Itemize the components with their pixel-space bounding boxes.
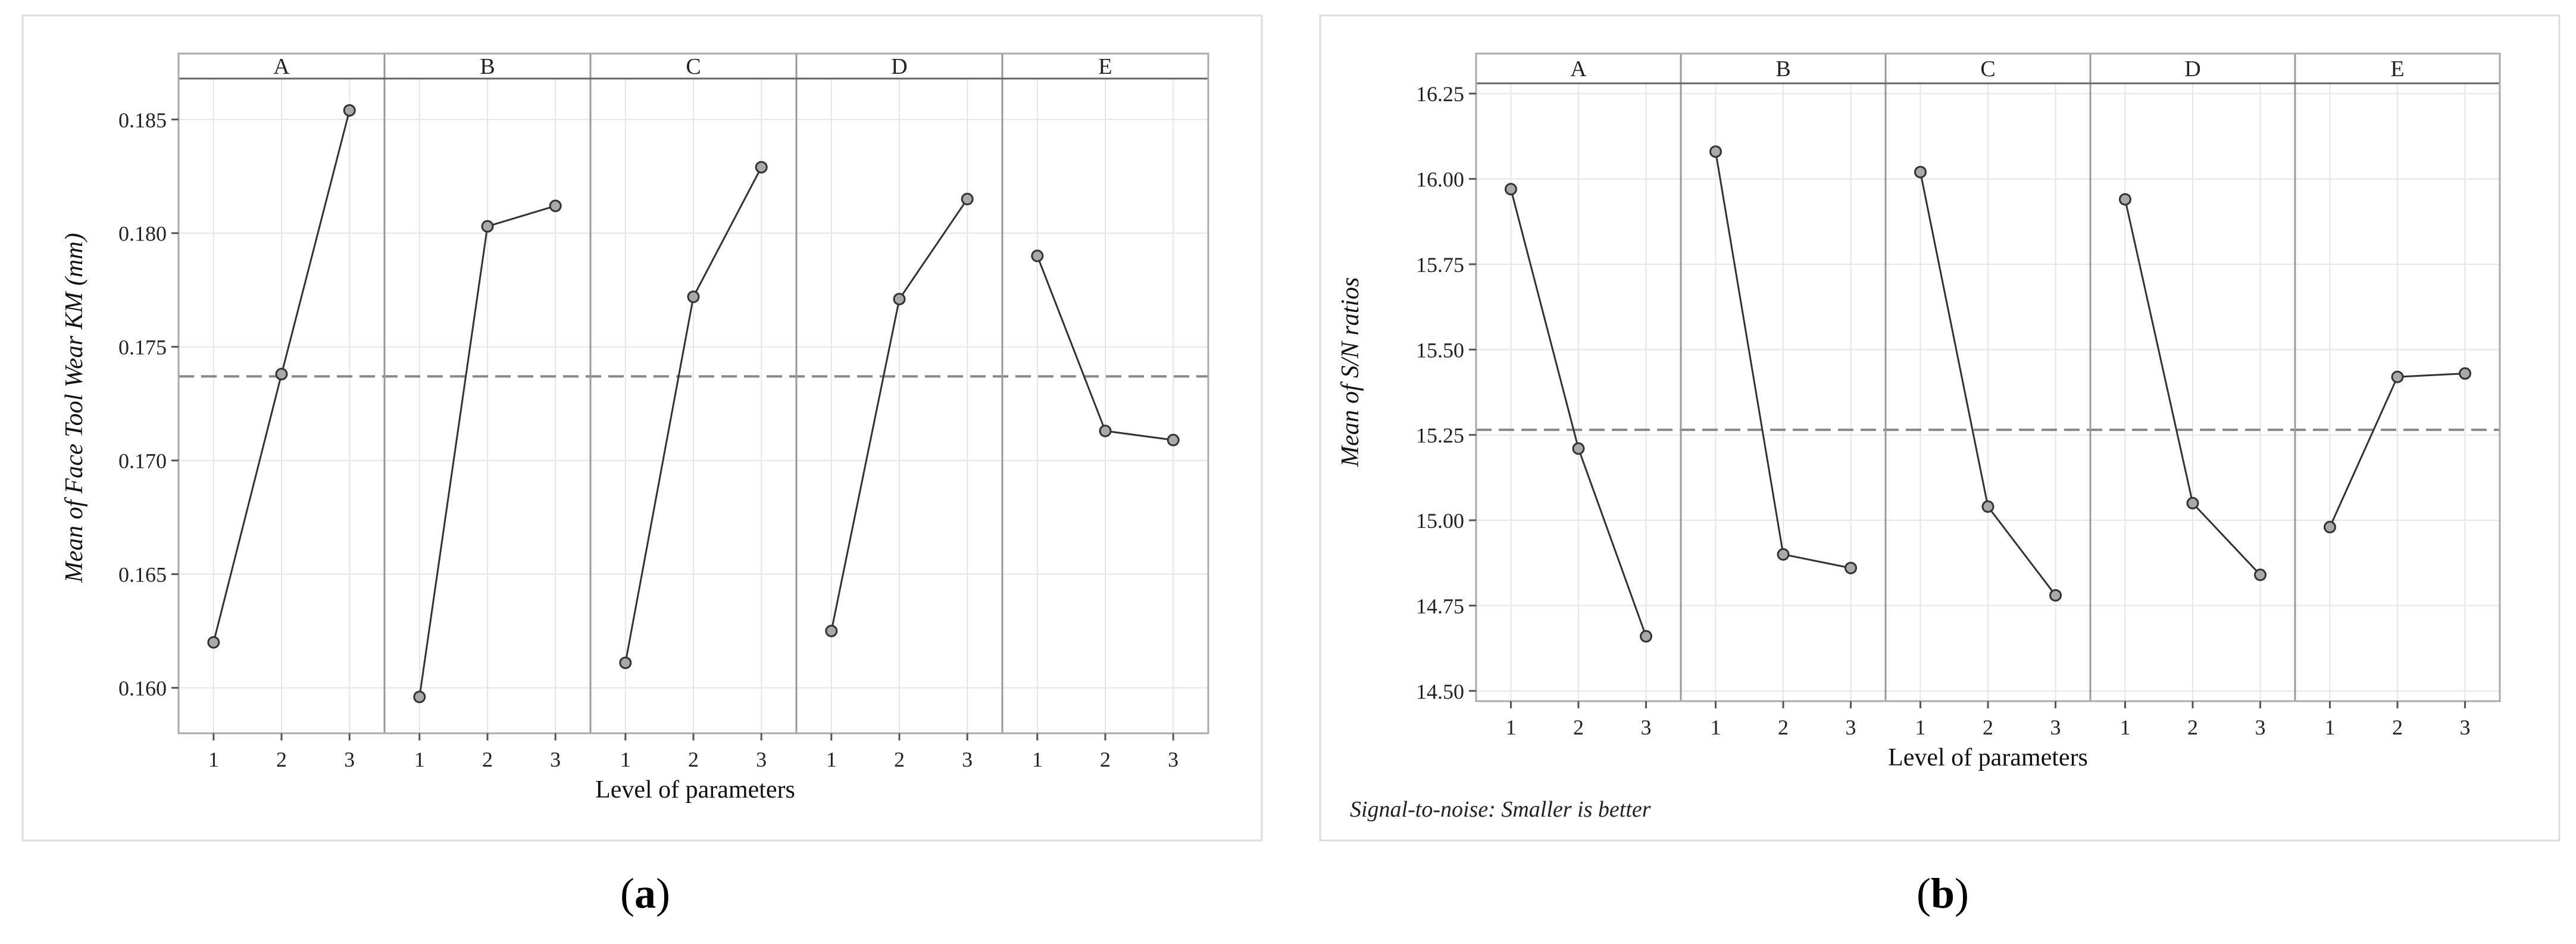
- chart-a-ylabel: Mean of Face Tool Wear KM (mm): [61, 233, 88, 583]
- chart-a-point-A-2: [275, 368, 288, 381]
- chart-a-point-A-3: [343, 104, 356, 117]
- chart-b-ytick-label-7: 16.25: [1416, 82, 1464, 106]
- chart-b-point-D-3: [2254, 568, 2267, 582]
- caption-b: (b): [1917, 870, 1969, 917]
- chart-a-point-C-2: [687, 290, 700, 304]
- chart-b-panel-label-E: E: [2390, 57, 2404, 82]
- chart-b-panel-label-C: C: [1980, 57, 1995, 82]
- chart-a-xtick-label-A-2: 2: [276, 748, 287, 771]
- chart-b-xtick-label-B-2: 2: [1778, 715, 1789, 739]
- chart-a-point-E-1: [1031, 249, 1044, 262]
- chart-b-point-E-2: [2391, 370, 2404, 383]
- chart-a-ytick-label-0: 0.160: [118, 677, 167, 701]
- caption-b-letter: b: [1931, 870, 1955, 917]
- chart-a-panel-label-E: E: [1098, 54, 1112, 79]
- chart-b-point-D-1: [2118, 193, 2131, 206]
- chart-a-panel-label-A: A: [273, 54, 290, 79]
- chart-b-xtick-label-E-1: 1: [2324, 715, 2335, 739]
- chart-a-point-D-2: [893, 292, 906, 305]
- chart-a-point-A-1: [207, 636, 220, 649]
- chart-b-panel-label-B: B: [1775, 57, 1790, 82]
- chart-a-ytick-label-1: 0.165: [118, 563, 167, 587]
- chart-b-ytick-label-0: 14.50: [1416, 680, 1464, 704]
- chart-b-ytick-label-2: 15.00: [1416, 509, 1464, 533]
- chart-a-xtick-label-D-3: 3: [962, 748, 973, 771]
- chart-a-xtick-label-C-1: 1: [620, 748, 631, 771]
- chart-a-point-C-3: [755, 161, 768, 174]
- chart-a-point-C-1: [619, 657, 632, 670]
- chart-a-panel-label-B: B: [480, 54, 495, 79]
- chart-a-panel-label-D: D: [891, 54, 907, 79]
- chart-b-xtick-label-D-3: 3: [2255, 715, 2266, 739]
- chart-a-point-B-1: [413, 690, 426, 704]
- chart-b-point-C-2: [1981, 500, 1994, 513]
- chart-a-point-B-3: [549, 199, 562, 212]
- chart-b-ytick-label-3: 15.25: [1416, 424, 1464, 448]
- chart-b-xtick-label-A-3: 3: [1641, 715, 1652, 739]
- chart-a-point-E-3: [1167, 433, 1180, 446]
- chart-b-xtick-label-C-2: 2: [1983, 715, 1993, 739]
- chart-a-point-B-2: [481, 220, 494, 233]
- chart-b-panel-label-A: A: [1570, 57, 1587, 82]
- chart-b-point-E-3: [2459, 367, 2472, 380]
- chart-a-xtick-label-B-1: 1: [414, 748, 425, 771]
- chart-b-xtick-label-C-3: 3: [2050, 715, 2061, 739]
- chart-b-xtick-label-B-3: 3: [1846, 715, 1856, 739]
- chart-a-xtick-label-B-3: 3: [550, 748, 561, 771]
- chart-a-xtick-label-E-2: 2: [1100, 748, 1111, 771]
- chart-a-ytick-label-4: 0.180: [118, 222, 167, 246]
- chart-b-ytick-label-6: 16.00: [1416, 168, 1464, 192]
- chart-b-point-B-1: [1709, 145, 1722, 158]
- chart-b-xtick-label-D-1: 1: [2119, 715, 2130, 739]
- chart-b-ytick-label-4: 15.50: [1416, 338, 1464, 362]
- chart-a-xtick-label-A-1: 1: [208, 748, 219, 771]
- caption-a: (a): [620, 870, 670, 917]
- chart-b-point-C-3: [2049, 589, 2062, 602]
- chart-b: A B C D E 14.50 14.75 15.00 15.25 15.50 15.75 16.00…: [1416, 52, 2501, 739]
- chart-b-panel-label-D: D: [2184, 57, 2200, 82]
- chart-b-point-B-3: [1845, 561, 1858, 574]
- chart-b-xlabel: Level of parameters: [1888, 744, 2088, 771]
- chart-b-point-A-2: [1572, 442, 1585, 455]
- chart-b-ytick-label-5: 15.75: [1416, 253, 1464, 277]
- chart-a-xlabel: Level of parameters: [595, 776, 795, 804]
- chart-a-ytick-label-5: 0.185: [118, 108, 167, 132]
- chart-a-xtick-label-D-2: 2: [894, 748, 905, 771]
- chart-a-ytick-label-3: 0.175: [118, 336, 167, 360]
- caption-a-letter: a: [634, 870, 656, 917]
- chart-b-note: Signal-to-noise: Smaller is better: [1350, 797, 1651, 822]
- chart-a-point-E-2: [1099, 424, 1112, 437]
- chart-b-xtick-label-C-1: 1: [1915, 715, 1925, 739]
- chart-a-xtick-label-E-1: 1: [1032, 748, 1043, 771]
- chart-b-xtick-label-E-3: 3: [2460, 715, 2471, 739]
- chart-a-xtick-label-C-2: 2: [688, 748, 699, 771]
- chart-a-xtick-label-E-3: 3: [1168, 748, 1178, 771]
- chart-b-xtick-label-B-1: 1: [1710, 715, 1721, 739]
- chart-a: A B C D E 0.160 0.165 0.170 0.175 0.180 0.185 1 2 3 1 2…: [118, 52, 1209, 771]
- chart-a-xtick-label-C-3: 3: [756, 748, 767, 771]
- chart-a-ytick-label-2: 0.170: [118, 449, 167, 473]
- chart-a-xtick-label-A-3: 3: [344, 748, 355, 771]
- chart-b-xtick-label-E-2: 2: [2392, 715, 2403, 739]
- chart-a-point-D-3: [961, 192, 974, 205]
- chart-b-xtick-label-A-1: 1: [1505, 715, 1516, 739]
- chart-a-point-D-1: [825, 624, 838, 637]
- chart-b-point-E-1: [2323, 521, 2336, 534]
- chart-a-panel-label-C: C: [686, 54, 701, 79]
- chart-b-ylabel: Mean of S/N ratios: [1337, 277, 1364, 468]
- chart-b-xtick-label-D-2: 2: [2187, 715, 2198, 739]
- chart-a-xtick-label-D-1: 1: [826, 748, 837, 771]
- chart-b-point-B-2: [1777, 548, 1790, 561]
- chart-b-point-D-2: [2186, 496, 2199, 509]
- chart-a-xtick-label-B-2: 2: [482, 748, 493, 771]
- chart-a-frame: [21, 14, 1263, 842]
- chart-b-point-A-3: [1640, 630, 1653, 643]
- chart-b-point-C-1: [1914, 165, 1927, 179]
- chart-b-point-A-1: [1504, 183, 1517, 196]
- chart-b-frame: [1319, 14, 2561, 842]
- chart-b-ytick-label-1: 14.75: [1416, 594, 1464, 618]
- chart-b-xtick-label-A-2: 2: [1573, 715, 1584, 739]
